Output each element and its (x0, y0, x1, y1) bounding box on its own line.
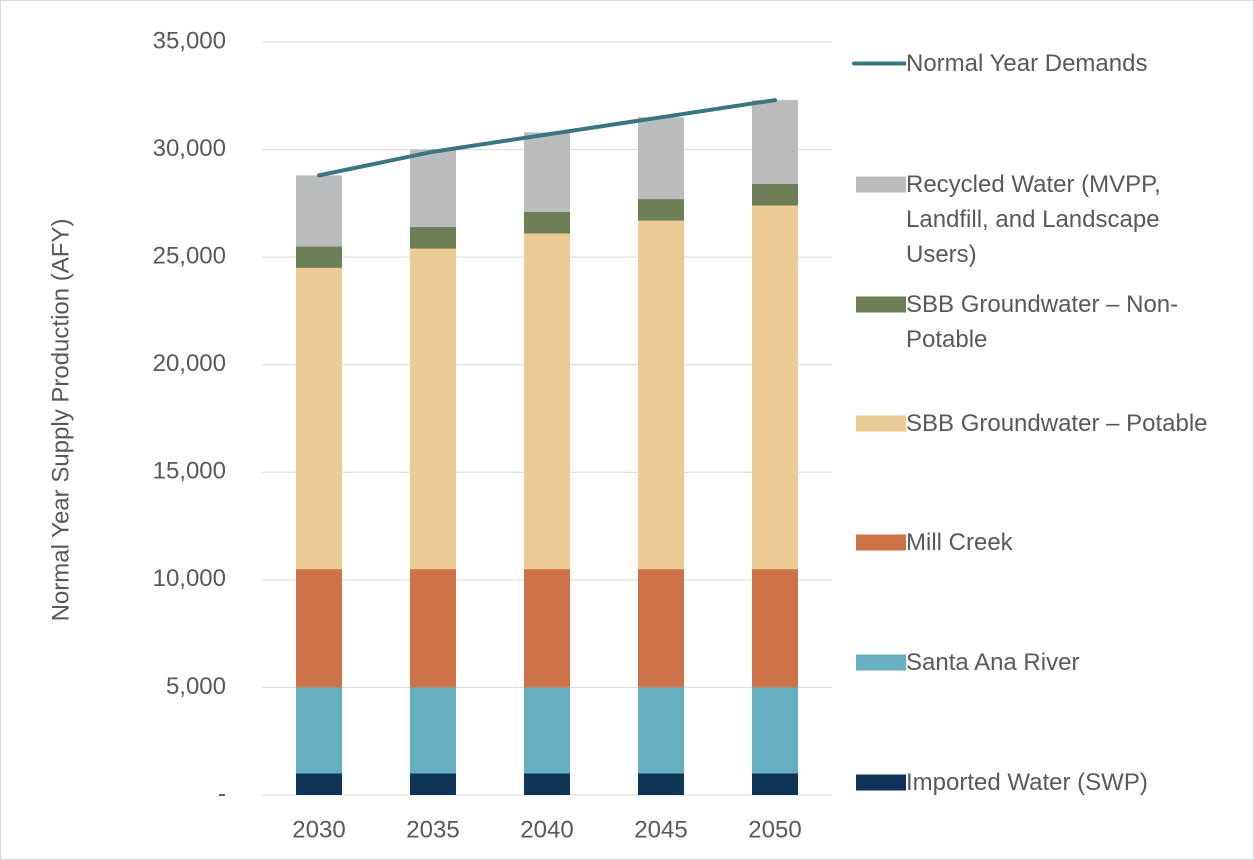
bar-segment (524, 773, 570, 795)
bar-segment (638, 687, 684, 774)
bar-segment (296, 773, 342, 795)
legend-box (856, 534, 906, 551)
legend-label: Imported Water (SWP) (906, 769, 1148, 796)
bar-segment (638, 569, 684, 688)
bar-segment (524, 687, 570, 774)
bar-segment (296, 267, 342, 570)
bar-segment (524, 132, 570, 212)
legend-box (856, 774, 906, 791)
y-tick-label: - (218, 780, 226, 807)
legend-label: Mill Creek (906, 529, 1013, 556)
legend-label: Recycled Water (MVPP, Landfill, and Land… (906, 171, 1161, 268)
legend-swatch (856, 654, 906, 671)
y-tick-label: 30,000 (153, 135, 226, 162)
bar-segment (296, 246, 342, 268)
bar-segment (638, 117, 684, 200)
y-tick-label: 35,000 (153, 27, 226, 54)
bar-segment (410, 227, 456, 249)
x-tick-label: 2030 (292, 816, 345, 843)
bar-segment (410, 248, 456, 570)
legend-label: SBB Groundwater – Non-Potable (906, 291, 1179, 353)
legend-swatch (856, 774, 906, 791)
bar-segment (638, 773, 684, 795)
bar-segment (296, 175, 342, 247)
x-tick-label: 2045 (634, 816, 687, 843)
x-tick-label: 2035 (406, 816, 459, 843)
demand-line (317, 98, 777, 178)
bar-segment (638, 220, 684, 570)
bar-segment (410, 149, 456, 228)
legend-swatch (856, 534, 906, 551)
legend-item: SBB Groundwater – Potable (852, 406, 1226, 441)
bar-segment (410, 773, 456, 795)
legend-swatch (856, 415, 906, 432)
bar-segment (752, 100, 798, 184)
x-tick-label: 2050 (748, 816, 801, 843)
y-tick-label: 10,000 (153, 565, 226, 592)
bar-segment (638, 199, 684, 221)
y-axis-label: Normal Year Supply Production (AFY) (47, 219, 74, 622)
legend-item: Recycled Water (MVPP, Landfill, and Land… (852, 167, 1226, 272)
y-tick-label: 15,000 (153, 458, 226, 485)
bar-segment (752, 569, 798, 688)
legend-label: Santa Ana River (906, 649, 1080, 676)
legend-item: Santa Ana River (852, 645, 1226, 680)
legend-item: SBB Groundwater – Non-Potable (852, 287, 1226, 357)
bar-segment (752, 687, 798, 774)
legend-label: Normal Year Demands (906, 50, 1148, 77)
bar-segment (410, 569, 456, 688)
bar-segment (410, 687, 456, 774)
legend-box (856, 415, 906, 432)
y-tick-label: 20,000 (153, 350, 226, 377)
legend-item: Imported Water (SWP) (852, 765, 1226, 800)
y-tick-label: 25,000 (153, 242, 226, 269)
x-tick-label: 2040 (520, 816, 573, 843)
legend-item: Mill Creek (852, 525, 1226, 560)
legend-item: Normal Year Demands (852, 46, 1226, 81)
legend-swatch (856, 296, 906, 313)
legend-label: SBB Groundwater – Potable (906, 410, 1208, 437)
legend-box (856, 654, 906, 671)
bar-segment (296, 569, 342, 688)
bar-segment (296, 687, 342, 774)
y-tick-label: 5,000 (166, 673, 226, 700)
legend-box (856, 176, 906, 193)
legend-swatch (856, 176, 906, 193)
legend-swatch (852, 61, 906, 66)
bar-segment (752, 183, 798, 206)
bar-segment (752, 205, 798, 570)
bar-segment (524, 233, 570, 570)
bar-segment (752, 773, 798, 795)
legend-box (856, 296, 906, 313)
bar-segment (524, 211, 570, 234)
bar-segment (524, 569, 570, 688)
